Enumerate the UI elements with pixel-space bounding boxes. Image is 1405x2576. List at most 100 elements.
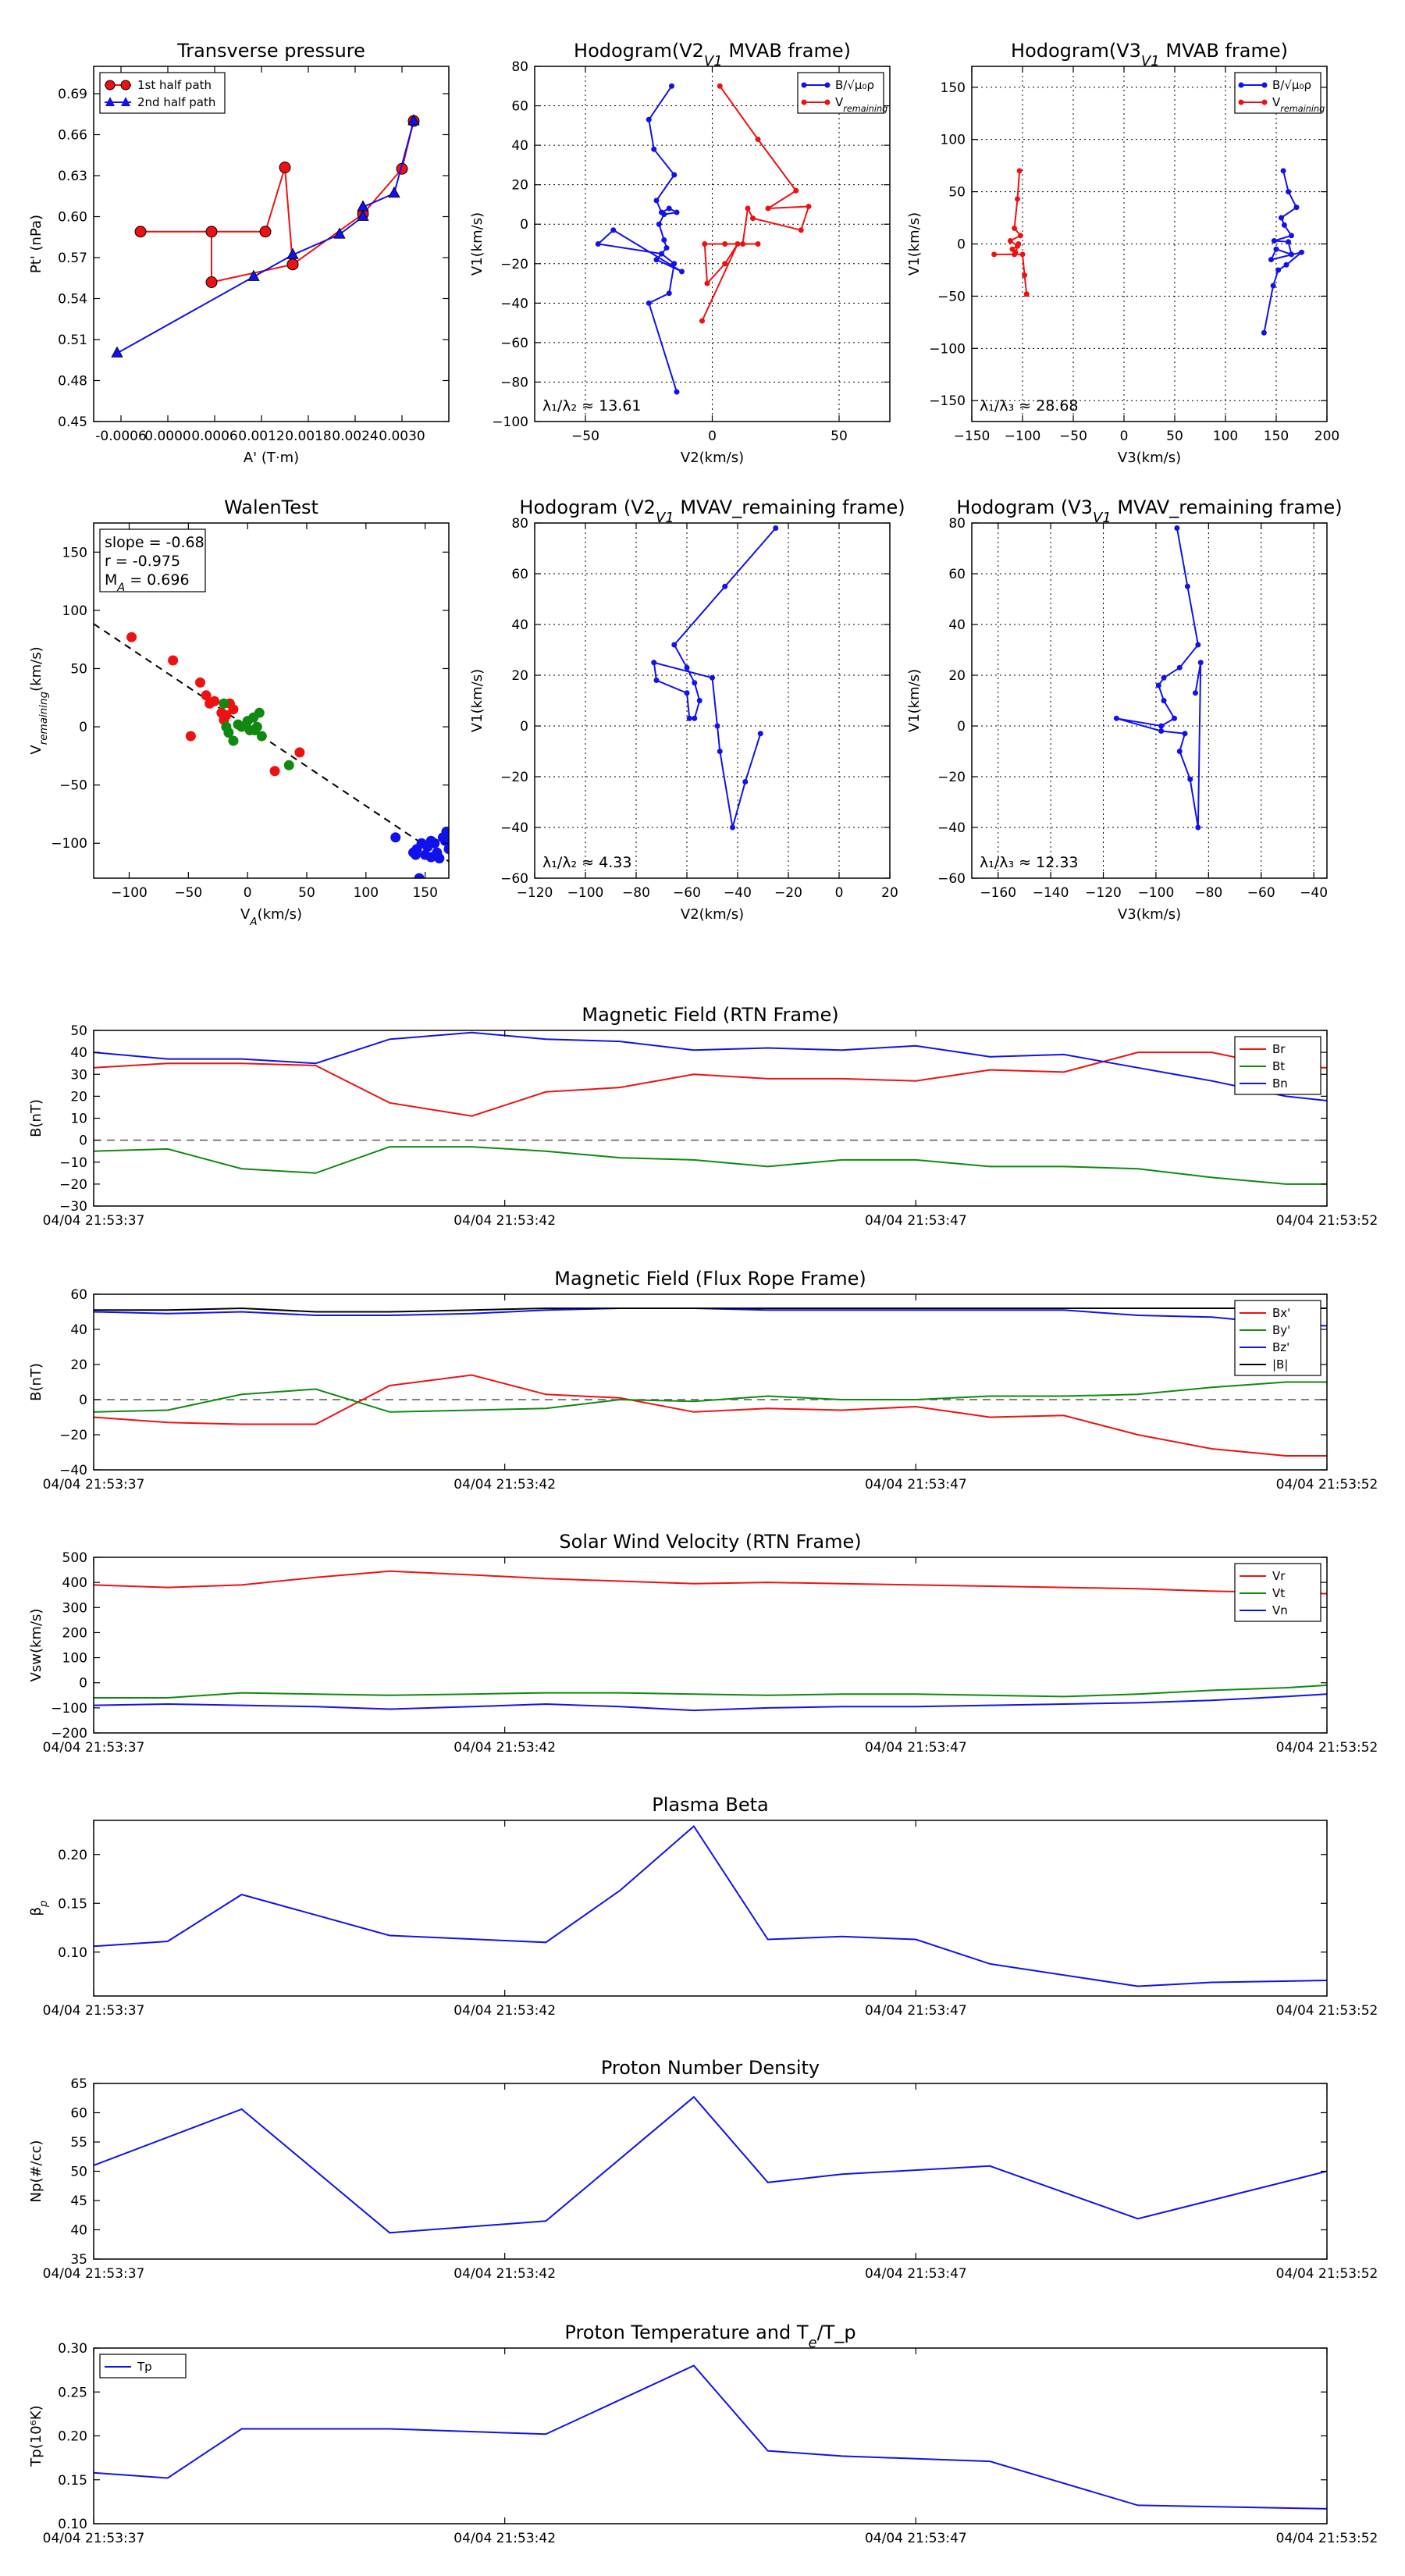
legend: B/√μ₀ρ Vremaining xyxy=(1234,72,1325,114)
stats-frame xyxy=(99,528,206,592)
series-line-Tp xyxy=(94,2364,1327,2510)
y-tick-label: 150 xyxy=(62,545,87,560)
chart-bfield_rtn: Magnetic Field (RTN Frame) 04/04 21:53:37… xyxy=(28,1004,1378,1229)
y-axis-label: V1(km/s) xyxy=(906,669,923,732)
y-tick-label: 45 xyxy=(70,2194,87,2209)
data-point xyxy=(388,186,400,198)
x-tick-label: 100 xyxy=(354,885,379,901)
legend-marker xyxy=(120,80,131,91)
chart-title: Hodogram (V2V1 MVAV_remaining frame) xyxy=(519,496,905,526)
data-point xyxy=(671,172,678,178)
chart-h2: Hodogram(V3V1 MVAB frame) −150 −100 −50 0 50 1… xyxy=(906,40,1339,466)
legend-label: By' xyxy=(1272,1323,1290,1337)
x-tick-label: 04/04 21:53:52 xyxy=(1276,2531,1378,2546)
y-tick-label: 50 xyxy=(70,1023,87,1039)
axes-frame xyxy=(93,1820,1328,1997)
data-point xyxy=(1280,168,1286,174)
data-point xyxy=(1172,715,1178,721)
y-tick-label: 0 xyxy=(79,1133,87,1149)
x-tick-label: 0.0030 xyxy=(379,429,425,444)
x-tick-label: −50 xyxy=(1059,429,1087,444)
data-point xyxy=(1283,262,1289,268)
data-point xyxy=(205,276,218,288)
data-point xyxy=(1286,189,1292,195)
data-point xyxy=(1161,674,1167,681)
fit-line xyxy=(94,623,449,863)
data-point xyxy=(653,197,660,204)
data-point xyxy=(745,205,751,212)
x-tick-label: 04/04 21:53:52 xyxy=(1276,1213,1378,1229)
x-tick-label: −100 xyxy=(567,885,604,901)
chart-h1: Hodogram(V2V1 MVAB frame) −50 0 50 −100 −80 −6… xyxy=(469,40,891,466)
y-tick-label: 50 xyxy=(70,661,87,677)
data-point xyxy=(755,137,761,143)
data-point xyxy=(1281,222,1287,228)
plot-area xyxy=(111,114,420,358)
data-point xyxy=(674,209,680,215)
series-line-|B| xyxy=(94,1307,1327,1313)
y-tick-label: 60 xyxy=(70,1287,87,1303)
data-point xyxy=(432,849,443,860)
plot-area xyxy=(94,2095,1327,2234)
y-tick-label: 50 xyxy=(70,2165,87,2180)
series-line-2nd half path xyxy=(116,120,414,354)
series-line-Np xyxy=(94,2095,1327,2234)
x-tick-label: 04/04 21:53:42 xyxy=(454,1740,556,1756)
y-tick-label: 60 xyxy=(511,567,528,582)
legend-box xyxy=(1234,72,1321,114)
x-tick-label: 0 xyxy=(1120,429,1129,444)
series-line-By' xyxy=(94,1381,1327,1413)
data-point xyxy=(221,710,232,720)
y-tick-label: 35 xyxy=(70,2252,87,2268)
series-line-V1 vs V3 xyxy=(1116,528,1202,828)
chart-title: Hodogram(V2V1 MVAB frame) xyxy=(574,40,851,69)
x-tick-label: 150 xyxy=(412,885,437,901)
x-tick-label: 04/04 21:53:47 xyxy=(865,1740,967,1756)
y-tick-label: −100 xyxy=(51,836,87,852)
y-tick-label: 0.54 xyxy=(58,292,87,308)
legend: Bx' By' Bz' |B| xyxy=(1234,1300,1321,1376)
legend-marker xyxy=(801,99,807,105)
data-point xyxy=(256,731,267,742)
data-point xyxy=(247,269,260,281)
axes-frame xyxy=(93,1293,1328,1471)
legend-box xyxy=(99,72,226,114)
y-tick-label: 200 xyxy=(62,1625,87,1641)
x-tick-label: −20 xyxy=(774,885,802,901)
chart-h4: Hodogram (V3V1 MVAV_remaining frame) −160… xyxy=(906,496,1343,923)
y-tick-label: 0.30 xyxy=(58,2341,87,2357)
legend-label: Vr xyxy=(1272,1569,1286,1583)
y-tick-label: 20 xyxy=(511,178,528,194)
x-tick-label: 04/04 21:53:37 xyxy=(43,1213,145,1229)
y-tick-label: −80 xyxy=(500,375,528,390)
data-point xyxy=(595,241,601,247)
legend-marker xyxy=(1261,99,1268,105)
legend-label: Bx' xyxy=(1272,1306,1290,1320)
data-point xyxy=(1007,237,1013,244)
legend-label: Br xyxy=(1272,1042,1286,1056)
legend: Tp xyxy=(99,2354,187,2379)
data-point xyxy=(201,690,212,701)
y-tick-label: 20 xyxy=(948,668,966,684)
eigen-ratio-annotation: λ₁/λ₃ ≈ 28.68 xyxy=(980,397,1079,415)
data-point xyxy=(1299,249,1304,255)
legend-marker xyxy=(121,97,130,106)
x-tick-label: 0.0000 xyxy=(144,429,190,444)
x-tick-label: −100 xyxy=(1005,429,1041,444)
y-axis-label: Np(#/cc) xyxy=(28,2140,44,2203)
legend: Br Bt Bn xyxy=(1234,1036,1321,1095)
y-tick-label: 150 xyxy=(941,80,966,96)
chart-title: Magnetic Field (Flux Rope Frame) xyxy=(554,1268,866,1290)
y-tick-label: 500 xyxy=(62,1550,87,1566)
y-tick-label: 80 xyxy=(511,59,528,75)
x-tick-label: 0 xyxy=(835,885,844,901)
y-tick-label: 20 xyxy=(70,1357,87,1373)
y-tick-label: 20 xyxy=(511,668,528,684)
data-point xyxy=(1187,776,1193,782)
data-point xyxy=(1022,272,1028,279)
data-point xyxy=(425,835,436,846)
plot-area xyxy=(94,1824,1327,1987)
y-tick-label: 0.25 xyxy=(58,2385,87,2400)
series-line-Vn xyxy=(94,1693,1327,1712)
data-point xyxy=(666,205,672,212)
